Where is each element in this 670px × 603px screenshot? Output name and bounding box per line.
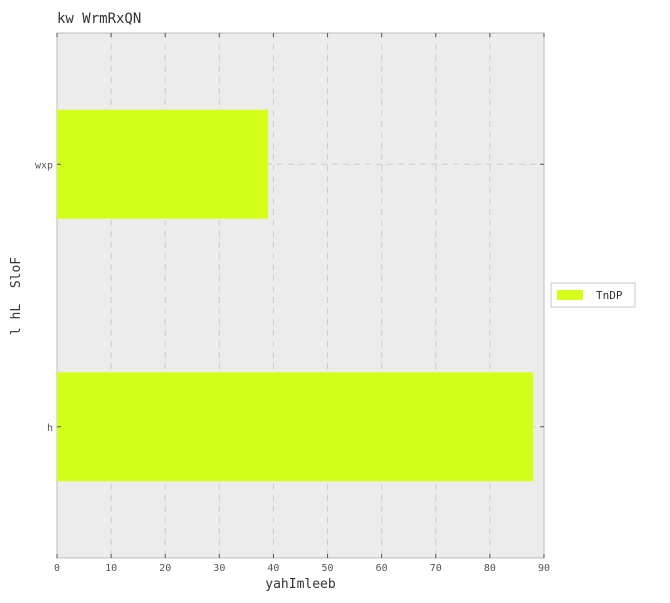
x-tick-label: 10 <box>105 563 117 574</box>
x-tick-label: 40 <box>267 563 279 574</box>
legend-label: TnDP <box>596 289 623 302</box>
x-tick-label: 20 <box>159 563 171 574</box>
chart-title: kw WrmRxQN <box>57 11 141 27</box>
y-tick-label: wxp <box>35 160 53 171</box>
legend: TnDP <box>550 282 636 308</box>
x-tick-label: 70 <box>430 563 442 574</box>
bars <box>57 109 534 482</box>
x-tick-label: 0 <box>54 563 60 574</box>
legend-swatch <box>557 290 583 300</box>
x-axis-label: yahImleeb <box>265 577 336 592</box>
y-axis-ticks: h wxp <box>35 160 544 434</box>
x-tick-label: 80 <box>484 563 496 574</box>
y-axis-label: l hL SloF <box>9 257 24 335</box>
x-tick-label: 90 <box>538 563 550 574</box>
bar <box>57 372 534 482</box>
y-tick-label: h <box>47 423 53 434</box>
x-tick-label: 30 <box>213 563 225 574</box>
bar <box>57 109 269 219</box>
x-tick-label: 60 <box>376 563 388 574</box>
x-tick-label: 50 <box>322 563 334 574</box>
x-axis-ticks: 0 10 20 30 40 50 60 70 80 90 <box>54 33 550 574</box>
